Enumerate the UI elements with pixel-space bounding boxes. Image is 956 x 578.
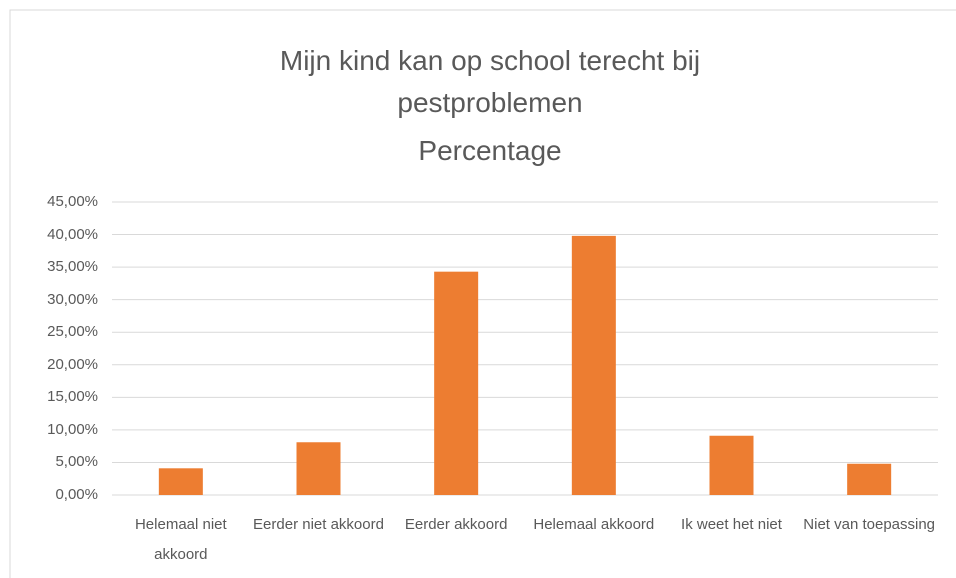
bar (571, 235, 616, 495)
x-tick-label: Helemaal akkoord (533, 516, 655, 533)
bar (847, 463, 892, 495)
bar (709, 435, 754, 495)
y-tick-label: 35,00% (47, 258, 98, 276)
y-tick-label: 0,00% (55, 486, 98, 503)
y-tick-label: 45,00% (47, 193, 98, 210)
bar (434, 271, 479, 495)
y-tick-label: 25,00% (47, 323, 98, 341)
bar (296, 442, 341, 495)
y-tick-label: 10,00% (47, 420, 98, 438)
x-tick-label: Eerder niet akkoord (253, 516, 384, 533)
x-tick-label: Niet van toepassing (803, 516, 936, 533)
chart-border (9, 9, 956, 578)
chart-subtitle: Percentage (418, 135, 562, 166)
y-tick-label: 40,00% (47, 225, 98, 243)
y-tick-label: 30,00% (47, 290, 98, 308)
y-tick-label: 5,00% (55, 453, 98, 471)
x-tick-label: Helemaal niet akkoord (134, 516, 227, 563)
x-tick-label: Eerder akkoord (404, 516, 508, 533)
y-tick-label: 20,00% (47, 355, 98, 373)
chart-title: Mijn kind kan op school terecht bij pest… (279, 45, 701, 118)
y-tick-label: 15,00% (47, 388, 98, 406)
bar (158, 468, 203, 495)
x-tick-label: Ik weet het niet (681, 516, 782, 533)
